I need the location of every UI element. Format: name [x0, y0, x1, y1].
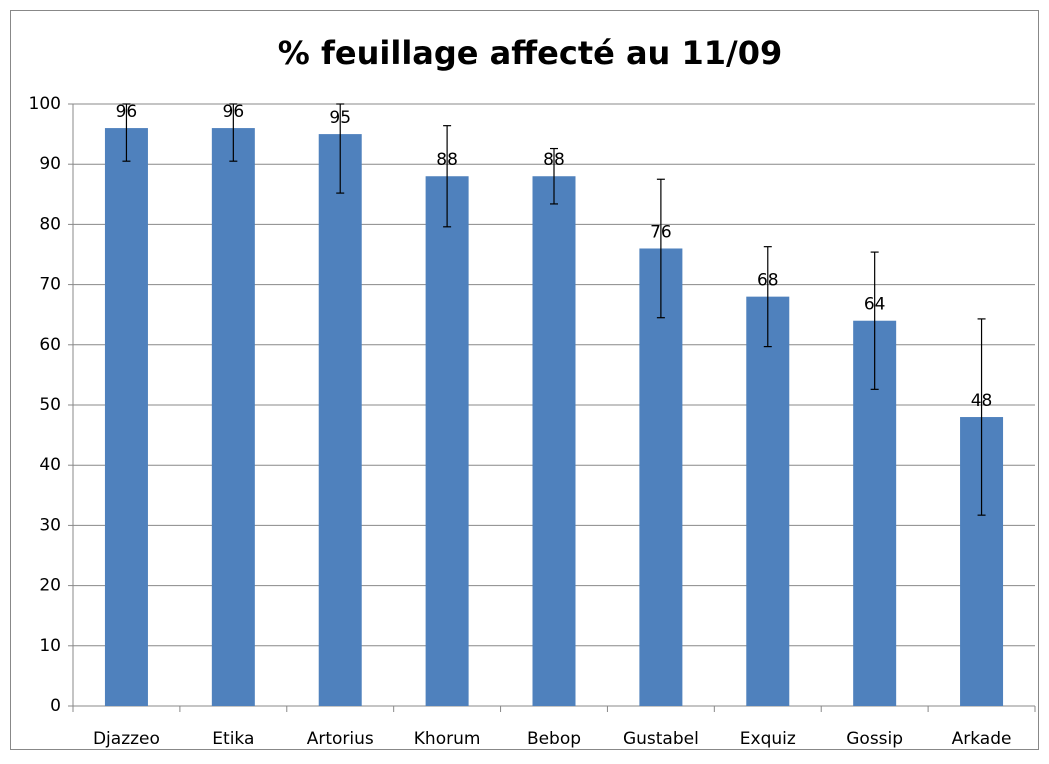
error-bar — [763, 246, 772, 348]
error-bar — [656, 178, 665, 319]
data-label: 88 — [543, 150, 565, 170]
bar — [532, 176, 576, 707]
data-label: 76 — [650, 222, 672, 242]
data-label: 48 — [971, 391, 993, 411]
y-tick-label: 60 — [39, 335, 61, 355]
data-label: 88 — [436, 150, 458, 170]
error-bar — [550, 147, 558, 205]
y-tick-label: 90 — [39, 154, 61, 174]
bar — [211, 128, 255, 706]
x-tick-label: Bebop — [527, 729, 581, 749]
bar — [746, 296, 790, 706]
chart-title: % feuillage affecté au 11/09 — [278, 34, 782, 72]
y-tick-label: 20 — [39, 576, 61, 596]
error-bar — [336, 103, 345, 194]
x-tick-label: Gossip — [846, 729, 903, 749]
bar — [318, 134, 362, 707]
error-bar — [870, 251, 879, 390]
error-bar — [229, 103, 238, 162]
y-tick-label: 80 — [39, 214, 61, 234]
data-label: 64 — [864, 295, 886, 315]
x-tick-label: Etika — [212, 729, 254, 749]
x-tick-label: Artorius — [307, 729, 374, 749]
y-tick-label: 40 — [39, 455, 61, 475]
x-tick-label: Djazzeo — [93, 729, 160, 749]
y-tick-label: 30 — [39, 515, 61, 535]
x-tick-label: Exquiz — [740, 729, 796, 749]
data-label: 96 — [223, 102, 245, 122]
bar — [104, 128, 148, 706]
x-tick-label: Gustabel — [623, 729, 699, 749]
y-tick-label: 10 — [39, 636, 61, 656]
y-tick-label: 100 — [29, 94, 61, 114]
bar — [639, 248, 683, 707]
error-bar — [122, 103, 131, 162]
error-bar — [443, 125, 452, 228]
data-label: 95 — [329, 108, 351, 128]
error-bar — [977, 318, 986, 516]
data-label: 68 — [757, 271, 779, 291]
y-tick-label: 50 — [39, 395, 61, 415]
x-tick-label: Arkade — [952, 729, 1012, 749]
y-tick-label: 0 — [50, 696, 61, 716]
data-label: 96 — [116, 102, 138, 122]
x-tick-label: Khorum — [414, 729, 481, 749]
bar — [425, 176, 469, 707]
y-tick-label: 70 — [39, 275, 61, 295]
